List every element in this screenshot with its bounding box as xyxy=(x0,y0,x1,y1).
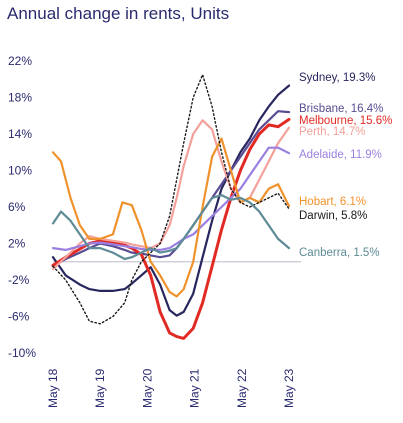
x-tick-label: May 18 xyxy=(46,368,60,408)
x-tick-label: May 20 xyxy=(140,368,154,408)
series-line-sydney xyxy=(51,84,291,317)
y-tick-label: 10% xyxy=(8,164,32,178)
series-label-melbourne: Melbourne, 15.6% xyxy=(299,115,392,127)
y-tick-label: 18% xyxy=(8,91,32,105)
x-tick-label: May 22 xyxy=(235,368,249,408)
y-tick-label: 2% xyxy=(8,237,26,251)
y-tick-label: 22% xyxy=(8,54,32,68)
y-tick-label: -10% xyxy=(8,346,36,360)
y-tick-label: -2% xyxy=(8,273,30,287)
series-line-darwin xyxy=(52,73,290,325)
series-label-darwin: Darwin, 5.8% xyxy=(299,210,367,222)
series-label-adelaide: Adelaide, 11.9% xyxy=(299,149,382,161)
series-line-melbourne xyxy=(51,117,291,340)
series-label-hobart: Hobart, 6.1% xyxy=(299,196,366,208)
series-line-adelaide xyxy=(51,146,291,251)
chart-title: Annual change in rents, Units xyxy=(7,4,230,23)
series-label-brisbane: Brisbane, 16.4% xyxy=(299,103,383,115)
series-label-canberra: Canberra, 1.5% xyxy=(299,247,380,259)
x-tick-label: May 23 xyxy=(282,368,296,408)
series-label-sydney: Sydney, 19.3% xyxy=(299,72,376,84)
series-line-hobart xyxy=(51,137,291,298)
x-tick-label: May 21 xyxy=(188,368,202,408)
y-tick-label: 14% xyxy=(8,127,32,141)
series-line-canberra xyxy=(51,194,291,261)
series-label-perth: Perth, 14.7% xyxy=(299,126,365,138)
y-tick-label: 6% xyxy=(8,200,26,214)
y-tick-label: -6% xyxy=(8,310,30,324)
x-tick-label: May 19 xyxy=(93,368,107,408)
